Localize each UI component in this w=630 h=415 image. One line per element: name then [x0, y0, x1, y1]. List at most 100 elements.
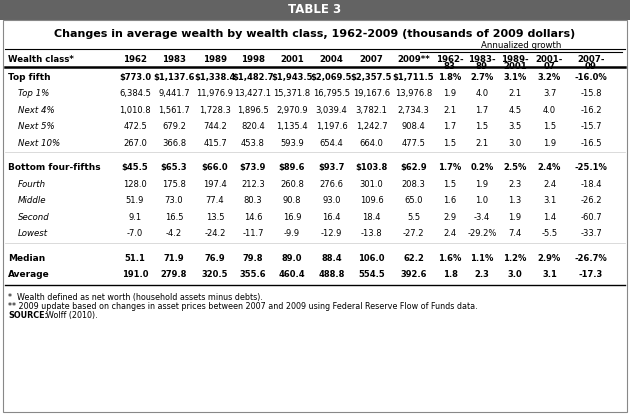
- Text: 3,782.1: 3,782.1: [355, 106, 387, 115]
- Text: 18.4: 18.4: [362, 213, 381, 222]
- Text: $103.8: $103.8: [355, 163, 387, 172]
- Text: 2.9: 2.9: [444, 213, 457, 222]
- Text: $45.5: $45.5: [122, 163, 149, 172]
- Text: 664.0: 664.0: [360, 139, 384, 148]
- Text: 2.9%: 2.9%: [538, 254, 561, 263]
- Text: 4.5: 4.5: [508, 106, 522, 115]
- Text: 5.5: 5.5: [407, 213, 420, 222]
- Text: -16.2: -16.2: [580, 106, 602, 115]
- Text: $65.3: $65.3: [161, 163, 187, 172]
- Text: 1.7%: 1.7%: [438, 163, 462, 172]
- Text: 1.0: 1.0: [476, 196, 488, 205]
- Text: $773.0: $773.0: [119, 73, 151, 82]
- Text: -7.0: -7.0: [127, 229, 143, 238]
- Text: 392.6: 392.6: [400, 270, 427, 279]
- Text: 7.4: 7.4: [508, 229, 522, 238]
- Text: 1.8: 1.8: [442, 270, 457, 279]
- Text: 1.8%: 1.8%: [438, 73, 462, 82]
- Text: 2007: 2007: [360, 55, 384, 64]
- Text: 1989: 1989: [203, 55, 227, 64]
- Text: 3.1%: 3.1%: [503, 73, 527, 82]
- Text: 301.0: 301.0: [360, 180, 384, 189]
- Text: 11,976.9: 11,976.9: [197, 89, 234, 98]
- Text: 13.5: 13.5: [206, 213, 224, 222]
- Text: Next 5%: Next 5%: [18, 122, 55, 131]
- Text: 1.4: 1.4: [543, 213, 556, 222]
- Text: 07: 07: [544, 62, 556, 71]
- Text: 212.3: 212.3: [241, 180, 265, 189]
- Text: 13,427.1: 13,427.1: [234, 89, 272, 98]
- Text: 415.7: 415.7: [203, 139, 227, 148]
- Text: 9.1: 9.1: [129, 213, 142, 222]
- Text: $93.7: $93.7: [318, 163, 345, 172]
- Text: 2001: 2001: [503, 62, 527, 71]
- Text: 679.2: 679.2: [162, 122, 186, 131]
- Text: 3.0: 3.0: [508, 270, 522, 279]
- Text: 1.6%: 1.6%: [438, 254, 462, 263]
- Text: -15.7: -15.7: [580, 122, 602, 131]
- Text: 51.9: 51.9: [126, 196, 144, 205]
- Text: 554.5: 554.5: [358, 270, 385, 279]
- Text: 2.3: 2.3: [474, 270, 490, 279]
- Text: 1,010.8: 1,010.8: [119, 106, 151, 115]
- Text: 2.5%: 2.5%: [503, 163, 527, 172]
- Text: 2,734.3: 2,734.3: [398, 106, 430, 115]
- Text: Bottom four-fifths: Bottom four-fifths: [8, 163, 101, 172]
- Text: 109.6: 109.6: [360, 196, 384, 205]
- Text: 16.9: 16.9: [283, 213, 301, 222]
- Text: 2.4%: 2.4%: [538, 163, 561, 172]
- Text: 89: 89: [476, 62, 488, 71]
- Text: -26.7%: -26.7%: [575, 254, 607, 263]
- Text: 279.8: 279.8: [161, 270, 187, 279]
- Text: 1.5: 1.5: [543, 122, 556, 131]
- Text: -3.4: -3.4: [474, 213, 490, 222]
- Text: -16.5: -16.5: [580, 139, 602, 148]
- Text: 276.6: 276.6: [319, 180, 343, 189]
- Text: Fourth: Fourth: [18, 180, 46, 189]
- Text: 488.8: 488.8: [318, 270, 345, 279]
- Text: $2,069.5: $2,069.5: [311, 73, 352, 82]
- Text: 175.8: 175.8: [162, 180, 186, 189]
- Text: $73.9: $73.9: [240, 163, 266, 172]
- Text: 62.2: 62.2: [403, 254, 424, 263]
- Text: 09: 09: [585, 62, 597, 71]
- Text: $1,338.4: $1,338.4: [194, 73, 236, 82]
- Text: -24.2: -24.2: [204, 229, 226, 238]
- Text: 3.2%: 3.2%: [538, 73, 561, 82]
- Text: 744.2: 744.2: [203, 122, 227, 131]
- Text: 1.7: 1.7: [476, 106, 489, 115]
- Text: 1989-: 1989-: [501, 55, 529, 64]
- Text: 1,896.5: 1,896.5: [237, 106, 269, 115]
- Text: $2,357.5: $2,357.5: [351, 73, 392, 82]
- Text: 355.6: 355.6: [239, 270, 266, 279]
- Text: 9,441.7: 9,441.7: [158, 89, 190, 98]
- Text: 2004: 2004: [319, 55, 343, 64]
- Text: -5.5: -5.5: [541, 229, 558, 238]
- Text: 51.1: 51.1: [125, 254, 146, 263]
- Text: 1.5: 1.5: [444, 139, 457, 148]
- Text: 2.4: 2.4: [444, 229, 457, 238]
- Text: 0.2%: 0.2%: [471, 163, 494, 172]
- Text: 191.0: 191.0: [122, 270, 148, 279]
- Text: $62.9: $62.9: [400, 163, 427, 172]
- Text: 79.8: 79.8: [243, 254, 263, 263]
- Text: 15,371.8: 15,371.8: [273, 89, 311, 98]
- Text: 1,197.6: 1,197.6: [316, 122, 347, 131]
- Text: 208.3: 208.3: [401, 180, 425, 189]
- Text: -9.9: -9.9: [284, 229, 300, 238]
- Text: 3,039.4: 3,039.4: [316, 106, 347, 115]
- Text: Lowest: Lowest: [18, 229, 48, 238]
- Text: 1998: 1998: [241, 55, 265, 64]
- Text: 2001: 2001: [280, 55, 304, 64]
- Text: $1,482.7: $1,482.7: [232, 73, 274, 82]
- Text: 197.4: 197.4: [203, 180, 227, 189]
- Text: 1.9: 1.9: [543, 139, 556, 148]
- Text: Wealth class*: Wealth class*: [8, 55, 74, 64]
- Text: -17.3: -17.3: [579, 270, 603, 279]
- Text: 267.0: 267.0: [123, 139, 147, 148]
- Text: 2009**: 2009**: [397, 55, 430, 64]
- Text: 1.9: 1.9: [444, 89, 457, 98]
- Text: Second: Second: [18, 213, 50, 222]
- Text: 2007-: 2007-: [577, 55, 605, 64]
- Text: 320.5: 320.5: [202, 270, 228, 279]
